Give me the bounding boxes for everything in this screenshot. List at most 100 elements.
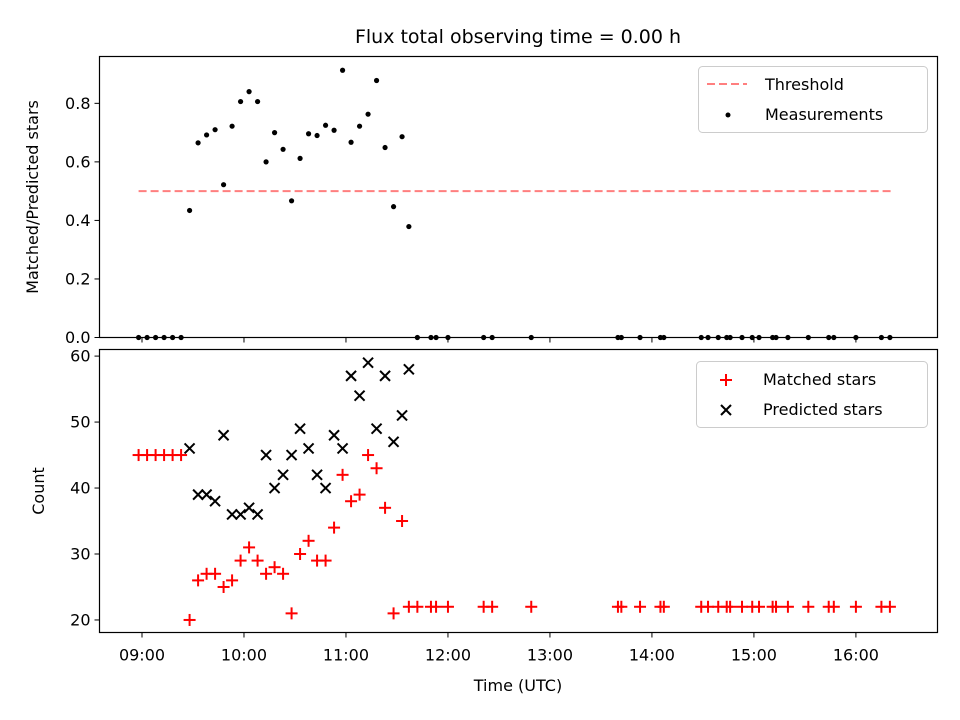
bottom-x-tick-label: 15:00 <box>731 646 777 665</box>
x-axis-title: Time (UTC) <box>473 676 562 695</box>
matched-star-point <box>634 600 647 613</box>
measurement-point <box>727 334 733 341</box>
measurement-point <box>254 98 261 105</box>
measurement-point <box>195 140 201 146</box>
top-y-tick-label: 0.4 <box>65 211 90 230</box>
matched-star-point <box>396 515 409 528</box>
top-y-ticks: 0.0 0.2 0.4 0.6 0.8 <box>65 94 100 347</box>
top-y-tick-label: 0.8 <box>65 94 90 113</box>
matched-star-point <box>486 600 499 613</box>
measurement-point <box>618 334 624 341</box>
measurement-point <box>246 89 252 95</box>
predicted-star-point <box>243 502 255 514</box>
bottom-y-tick-label: 40 <box>70 479 90 498</box>
matched-star-point <box>302 534 315 547</box>
matched-star-point <box>277 567 290 580</box>
matched-star-point <box>243 541 256 554</box>
matched-star-point <box>525 600 538 613</box>
predicted-star-point <box>260 449 272 461</box>
bottom-legend: Matched stars Predicted stars <box>696 361 928 428</box>
predicted-star-point <box>234 508 247 521</box>
top-panel: 0.00.20.40.60.8 Matched/Predicted stars … <box>23 55 939 347</box>
matched-star-point <box>736 600 749 613</box>
measurement-point <box>698 334 704 341</box>
predicted-star-point <box>379 370 391 382</box>
measurement-point <box>297 155 303 161</box>
matched-star-point <box>883 600 896 613</box>
predicted-star-point <box>285 449 298 461</box>
measurement-point <box>739 334 745 341</box>
measurement-point <box>331 127 337 133</box>
measurement-point <box>773 334 779 341</box>
matched-star-point <box>268 561 281 574</box>
measurement-point <box>373 77 380 84</box>
predicted-star-point <box>217 429 230 441</box>
matched-star-point <box>285 607 298 620</box>
measurement-point <box>805 334 811 341</box>
matched-star-point <box>294 547 307 560</box>
predicted-star-point <box>328 429 340 441</box>
matched-star-point <box>802 600 815 613</box>
measurement-point <box>433 334 439 341</box>
matched-star-point <box>234 554 247 567</box>
measurement-point <box>135 334 142 341</box>
measurement-point <box>152 334 159 341</box>
matched-star-point <box>724 600 737 613</box>
bottom-y-tick-label: 20 <box>70 610 90 629</box>
matched-stars-legend-swatch <box>720 374 732 386</box>
bottom-x-ticks: 09:00 10:00 11:00 12:00 13:00 14:00 15:00 16:00 <box>119 632 879 665</box>
matched-star-point <box>192 574 205 587</box>
predicted-star-point <box>192 488 204 501</box>
matched-star-point <box>362 449 375 462</box>
matched-star-point <box>209 567 222 580</box>
measurement-point <box>390 204 397 210</box>
predicted-star-point <box>319 482 332 494</box>
measurement-point <box>169 334 176 341</box>
matched-star-point <box>387 607 400 620</box>
measurement-point <box>489 334 495 341</box>
matched-star-point <box>753 600 766 613</box>
matched-star-point <box>328 521 341 534</box>
predicted-star-point <box>345 370 357 382</box>
measurement-point <box>661 334 667 341</box>
predicted-stars-legend-swatch <box>720 404 732 416</box>
measurement-point <box>305 131 312 137</box>
measurement-point <box>186 207 193 214</box>
predicted-star-point <box>403 363 415 375</box>
chart-title: Flux total observing time = 0.00 h <box>355 26 681 48</box>
predicted-star-point <box>277 469 289 481</box>
top-plot-frame <box>98 55 939 339</box>
matched-star-point <box>336 468 349 481</box>
top-legend: Threshold Measurements <box>698 66 928 133</box>
predicted-star-point <box>362 356 374 369</box>
predicted-stars-points <box>183 356 415 521</box>
measurements-legend-swatch <box>725 112 731 118</box>
measurement-point <box>339 67 346 73</box>
matched-star-point <box>183 613 196 626</box>
bottom-x-tick-label: 10:00 <box>221 646 267 665</box>
predicted-star-point <box>353 389 366 402</box>
measurement-point <box>414 334 420 341</box>
matched-star-point <box>702 600 715 613</box>
measurement-point <box>178 334 184 341</box>
measurement-point <box>212 127 218 133</box>
predicted-star-point <box>183 442 196 455</box>
matched-star-point <box>370 462 383 475</box>
measurement-point <box>831 334 837 341</box>
measurement-points <box>135 67 893 341</box>
matched-star-point <box>781 600 794 613</box>
measurement-point <box>428 334 434 341</box>
matched-star-point <box>217 580 230 593</box>
matched-star-point <box>175 449 188 462</box>
threshold-legend-label: Threshold <box>764 75 844 94</box>
measurement-point <box>314 132 320 139</box>
predicted-star-point <box>294 422 306 435</box>
measurement-point <box>756 334 762 341</box>
measurement-point <box>637 334 643 341</box>
matched-star-point <box>379 501 392 514</box>
measurement-point <box>406 223 412 230</box>
bottom-x-tick-label: 12:00 <box>425 646 471 665</box>
top-legend-frame <box>698 66 928 133</box>
bottom-x-tick-label: 11:00 <box>323 646 369 665</box>
